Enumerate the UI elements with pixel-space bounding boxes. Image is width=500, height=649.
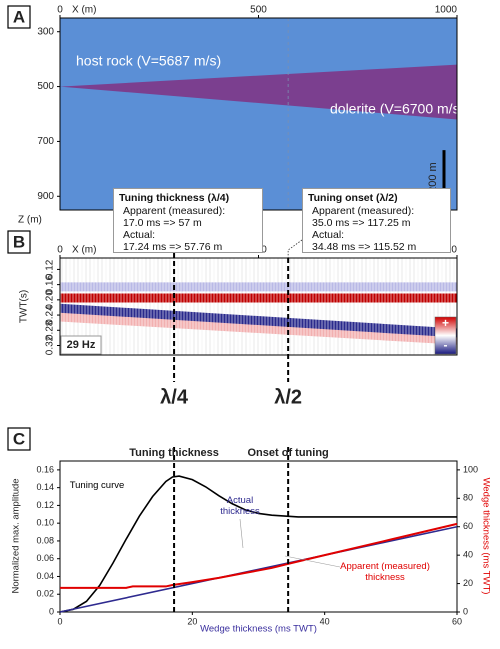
tuning-label: Onset of tuning [248, 447, 329, 459]
y2-tick-label: 20 [463, 578, 473, 588]
y-tick-label: 300 [37, 26, 54, 37]
series-line [59, 475, 457, 613]
y-tick-label: 700 [37, 136, 54, 147]
callout-line: Actual: [312, 229, 345, 241]
y-tick-label: 0.12 [45, 259, 56, 279]
panel-letter: B [13, 232, 25, 251]
tuning-label: Tuning thickness [129, 447, 219, 459]
lambda-label: λ/4 [160, 386, 189, 408]
scale-bar-label: 200 m [427, 162, 439, 193]
colorbar-label: + [442, 316, 449, 330]
colorbar [434, 316, 457, 355]
leader-line [239, 518, 244, 549]
panel-letter-box [7, 5, 31, 29]
callout-line: 17.24 ms => 57.76 m [123, 241, 223, 253]
panel-letter: C [13, 429, 25, 448]
y-tick-label: 0.24 [45, 305, 56, 325]
callout-line: 34.48 ms => 115.52 m [312, 241, 417, 253]
y-axis-title: TWT(s) [19, 290, 30, 323]
layer-label: dolerite (V=6700 m/s) [330, 101, 464, 117]
dolerite-wedge [60, 64, 457, 120]
y-tick-label: 0.06 [36, 553, 54, 563]
callout-leader [287, 239, 303, 258]
x-tick-label: 20 [187, 616, 197, 626]
x-axis-title: X (m) [72, 245, 96, 256]
series-label: Tuning curve [69, 480, 125, 491]
y-tick-label: 0.28 [45, 320, 56, 340]
x-axis-title: Wedge thickness (ms TWT) [200, 624, 317, 635]
frequency-label: 29 Hz [67, 339, 96, 351]
x-tick-label: 500 [250, 5, 267, 16]
series-line [60, 522, 458, 589]
colorbar-label: - [444, 338, 448, 352]
callout: Tuning thickness (λ/4) Apparent (measured… [113, 188, 263, 253]
series-label: Apparent (measured) thickness [340, 561, 430, 583]
y-tick-label: 0.20 [45, 290, 56, 310]
y-tick-label: 0.08 [36, 535, 54, 545]
y-tick-label: 0.14 [36, 482, 54, 492]
callout-title: Tuning thickness (λ/4) [119, 192, 230, 204]
y2-axis-title: Wedge thickness (ms TWT) [480, 478, 491, 595]
x-tick-label: 60 [452, 616, 462, 626]
x-axis-title: X (m) [72, 5, 96, 16]
panel-letter-box [7, 230, 31, 254]
callout-title: Tuning onset (λ/2) [308, 192, 398, 204]
y-tick-label: 0.10 [36, 518, 54, 528]
callout-line: Apparent (measured): [123, 205, 226, 217]
y-tick-label: 0.12 [36, 500, 54, 510]
x-tick-label: 0 [57, 616, 62, 626]
y-tick-label: 0.16 [36, 464, 54, 474]
lambda-label: λ/2 [274, 386, 302, 408]
callout: Tuning onset (λ/2) Apparent (measured): 35… [302, 188, 451, 253]
y-tick-label: 500 [37, 81, 54, 92]
y2-tick-label: 100 [463, 464, 478, 474]
y-tick-label: 0.04 [36, 571, 54, 581]
x-tick-label: 1000 [435, 5, 458, 16]
callout-line: 17.0 ms => 57 m [123, 217, 202, 229]
y2-tick-label: 0 [463, 606, 468, 616]
panel-letter: A [13, 7, 25, 26]
x-tick-label: 0 [57, 5, 63, 16]
x-tick-label: 0 [57, 245, 63, 256]
y-tick-label: 0.16 [45, 274, 56, 294]
y-axis-title: Normalized max. amplitude [11, 478, 22, 593]
y-axis-title: Z (m) [18, 215, 42, 226]
y2-tick-label: 60 [463, 521, 473, 531]
leader-line [284, 555, 341, 568]
callout-line: Apparent (measured): [312, 205, 415, 217]
frequency-box [60, 335, 102, 355]
callout-line: Actual: [123, 229, 156, 241]
series-label: Actual thickness [220, 495, 260, 517]
y-tick-label: 0 [49, 606, 54, 616]
layer-label: host rock (V=5687 m/s) [76, 53, 221, 69]
panel-letter-box [7, 427, 31, 451]
x-tick-label: 40 [320, 616, 330, 626]
y-tick-label: 0.02 [36, 589, 54, 599]
y2-tick-label: 40 [463, 550, 473, 560]
y-tick-label: 0.32 [45, 335, 56, 355]
y-tick-label: 900 [37, 191, 54, 202]
series-line [59, 525, 458, 613]
callout-line: 35.0 ms => 117.25 m [312, 217, 411, 229]
y2-tick-label: 80 [463, 493, 473, 503]
